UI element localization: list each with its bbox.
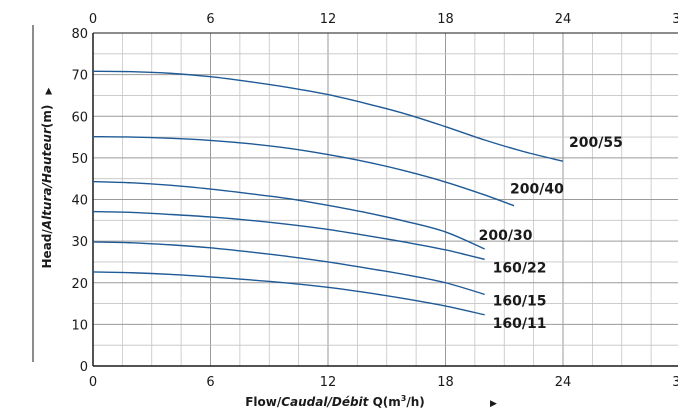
tick-labels: 0066121218182424303001020304050607080 [71,12,678,390]
x-axis-title-part2: Caudal/Débit [281,395,369,409]
x-axis-arrow: ▶ [490,399,497,409]
x-tick-label-top: 6 [206,12,214,27]
series-line-160-11 [92,271,485,316]
x-axis-title-part1: Flow/ [245,395,282,409]
y-tick-label: 50 [71,152,88,167]
series-label-160-22: 160/22 [493,260,547,276]
grid [92,32,678,367]
x-axis-title-superscript: 3 [401,394,407,403]
series-label-200-55: 200/55 [569,135,623,151]
x-tick-label-bottom: 18 [437,375,454,390]
x-tick-label-bottom: 0 [89,375,97,390]
y-tick-label: 60 [71,110,88,125]
x-tick-label-bottom: 12 [320,375,337,390]
y-axis-title-part2: Altura/Hauteur [40,127,54,230]
x-tick-label-top: 24 [555,12,572,27]
series-line-200-55 [92,70,564,162]
x-axis-title: Flow/Caudal/Débit Q(m3/h) [245,394,425,409]
series-label-200-30: 200/30 [479,228,533,244]
x-tick-label-top: 0 [89,12,97,27]
series-line-160-22 [92,210,485,261]
series-label-160-11: 160/11 [493,316,547,332]
series-line-200-30 [92,180,485,250]
y-tick-label: 30 [71,235,88,250]
series-line-160-15 [92,241,485,296]
y-tick-label: 40 [71,194,88,209]
x-tick-label-top: 30 [672,12,678,27]
y-axis-title-part1: Head/ [40,229,54,269]
y-tick-label: 10 [71,318,88,333]
y-axis-arrow: ▶ [44,87,54,94]
axes [32,25,678,367]
series-line-200-40 [92,135,515,207]
x-tick-label-bottom: 24 [555,375,572,390]
y-tick-label: 20 [71,277,88,292]
x-axis-title-part3: Q(m [368,395,400,409]
y-tick-label: 0 [80,360,88,375]
x-tick-label-bottom: 6 [206,375,214,390]
y-axis-title: Head/Altura/Hauteur(m) ▶ [40,87,54,268]
series-label-160-15: 160/15 [493,293,547,309]
y-tick-label: 70 [71,69,88,84]
series-lines [92,70,564,316]
series-label-200-40: 200/40 [510,182,564,198]
series-labels: 200/55 200/40 200/30 160/22 160/15 160/11 [479,135,623,332]
x-axis-title-part5: /h) [406,395,424,409]
y-axis-title-part3: (m) [40,105,54,128]
x-tick-label-top: 12 [320,12,337,27]
y-tick-label: 80 [71,27,88,42]
x-tick-label-top: 18 [437,12,454,27]
x-tick-label-bottom: 30 [672,375,678,390]
